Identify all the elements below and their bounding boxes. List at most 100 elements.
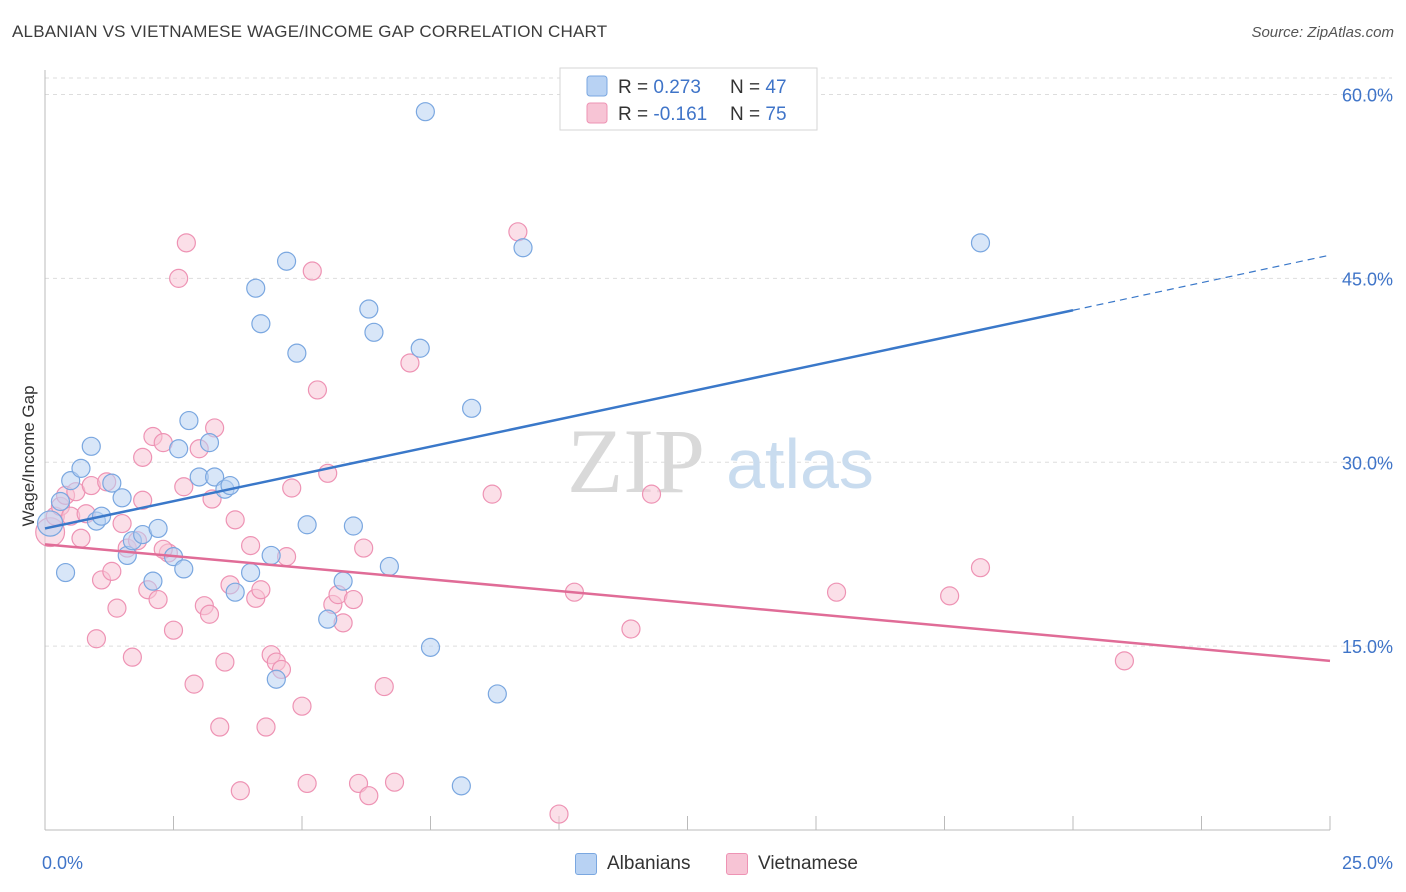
vietnamese-point: [641, 484, 662, 504]
vietnamese-point: [184, 674, 204, 694]
albanian-point: [179, 410, 199, 431]
albanian-point: [112, 488, 132, 508]
vietnamese-point: [359, 786, 379, 806]
vietnamese-point: [169, 268, 189, 288]
axes: [44, 70, 1331, 831]
vietnamese-point: [102, 561, 122, 581]
albanian-point: [297, 515, 317, 535]
legend-label-albanians: Albanians: [607, 853, 691, 874]
source-credit: Source: ZipAtlas.com: [1251, 24, 1394, 41]
albanian-point: [318, 609, 338, 629]
legend-r-label-2: R =: [618, 104, 653, 125]
legend-label-vietnamese: Vietnamese: [758, 853, 858, 874]
gridlines: [45, 77, 1392, 647]
legend-swatch-vietnamese: [586, 102, 608, 124]
watermark-atlas: atlas: [726, 425, 874, 503]
albanian-point: [148, 518, 168, 539]
top-legend: R = 0.273 N = 47 R = -0.161 N = 75: [559, 67, 818, 131]
vietnamese-point: [292, 696, 312, 716]
bottom-legend: Albanians Vietnamese: [0, 850, 1406, 880]
watermark-zip: ZIP: [567, 410, 705, 512]
vietnamese-point: [107, 598, 127, 618]
albanian-point: [487, 684, 507, 704]
albanian-point: [251, 314, 271, 334]
vietnamese-point: [400, 353, 420, 373]
vietnamese-point: [256, 717, 276, 737]
albanian-point: [333, 571, 353, 591]
vietnamese-point: [297, 773, 317, 794]
legend-n-value-2: 75: [765, 104, 786, 125]
y-tick-label: 15.0%: [1342, 637, 1393, 657]
albanian-point: [225, 582, 245, 602]
albanian-point: [410, 338, 430, 358]
albanian-point: [220, 475, 240, 496]
albanian-point: [513, 238, 533, 258]
albanian-point: [343, 516, 363, 536]
legend-r-value-1: 0.273: [653, 77, 701, 98]
y-axis-label: Wage/Income Gap: [19, 385, 38, 526]
albanian-point: [379, 556, 399, 577]
vietnamese-point: [225, 510, 245, 530]
albanian-point: [970, 233, 991, 253]
vietnamese-point: [970, 558, 991, 578]
albanian-point: [55, 562, 76, 583]
chart-title: ALBANIAN VS VIETNAMESE WAGE/INCOME GAP C…: [12, 22, 608, 41]
vietnamese-point: [343, 589, 363, 610]
svg-text:N = 47: N = 47: [730, 77, 787, 98]
x-tick-label: 0.0%: [42, 853, 83, 873]
legend-r-label-1: R =: [618, 77, 653, 98]
trend-lines: [44, 254, 1331, 663]
vietnamese-swatch: [726, 853, 748, 875]
svg-text:R = 0.273: R = 0.273: [618, 77, 701, 98]
vietnamese-point: [122, 647, 142, 667]
legend-swatch-albanians: [586, 75, 608, 97]
vietnamese-point: [482, 484, 502, 504]
albanian-point: [246, 278, 266, 298]
legend-n-value-1: 47: [765, 77, 786, 98]
albanian-point: [261, 545, 281, 566]
albanian-point: [359, 299, 379, 319]
albanian-point: [199, 433, 220, 453]
vietnamese-points: [35, 222, 1135, 824]
albanian-point: [364, 322, 384, 342]
vietnamese-point: [384, 772, 405, 792]
albanian-point: [276, 251, 297, 271]
vietnamese-point: [71, 528, 91, 548]
albanian-point: [169, 439, 189, 459]
x-tick-label: 25.0%: [1342, 853, 1393, 873]
vietnamese-point: [133, 490, 153, 510]
albanian-point: [50, 491, 71, 512]
vietnamese-point: [163, 620, 184, 640]
albanian-point: [451, 776, 471, 796]
vietnamese-point: [302, 261, 322, 281]
vietnamese-point: [374, 676, 394, 697]
svg-text:R = -0.161: R = -0.161: [618, 104, 707, 125]
albanian-trend-extension: [1072, 254, 1331, 311]
vietnamese-point: [199, 604, 220, 624]
vietnamese-point: [133, 447, 153, 467]
vietnamese-point: [210, 717, 230, 737]
legend-n-label-2: N =: [730, 104, 765, 125]
albanian-point: [102, 473, 122, 493]
vietnamese-point: [621, 619, 641, 639]
albanian-point: [174, 559, 194, 579]
albanian-point: [36, 510, 64, 537]
vietnamese-point: [148, 589, 168, 610]
albanian-point: [241, 562, 261, 583]
legend-r-value-2: -0.161: [653, 104, 707, 125]
albanian-point: [462, 398, 482, 418]
legend-item-albanians[interactable]: Albanians: [575, 853, 690, 875]
vietnamese-point: [940, 586, 960, 606]
tick-labels: 15.0% 30.0% 45.0% 60.0% 0.0% 25.0%: [42, 86, 1393, 873]
y-tick-label: 30.0%: [1342, 453, 1393, 473]
vietnamese-point: [826, 582, 847, 602]
legend-n-label-1: N =: [730, 77, 765, 98]
legend-item-vietnamese[interactable]: Vietnamese: [726, 853, 858, 875]
vietnamese-point: [307, 380, 328, 400]
vietnamese-point: [348, 773, 369, 794]
albanian-point: [287, 343, 307, 363]
albanian-points: [36, 102, 991, 796]
vietnamese-point: [282, 478, 302, 498]
vietnamese-point: [230, 781, 250, 801]
vietnamese-point: [251, 580, 271, 600]
